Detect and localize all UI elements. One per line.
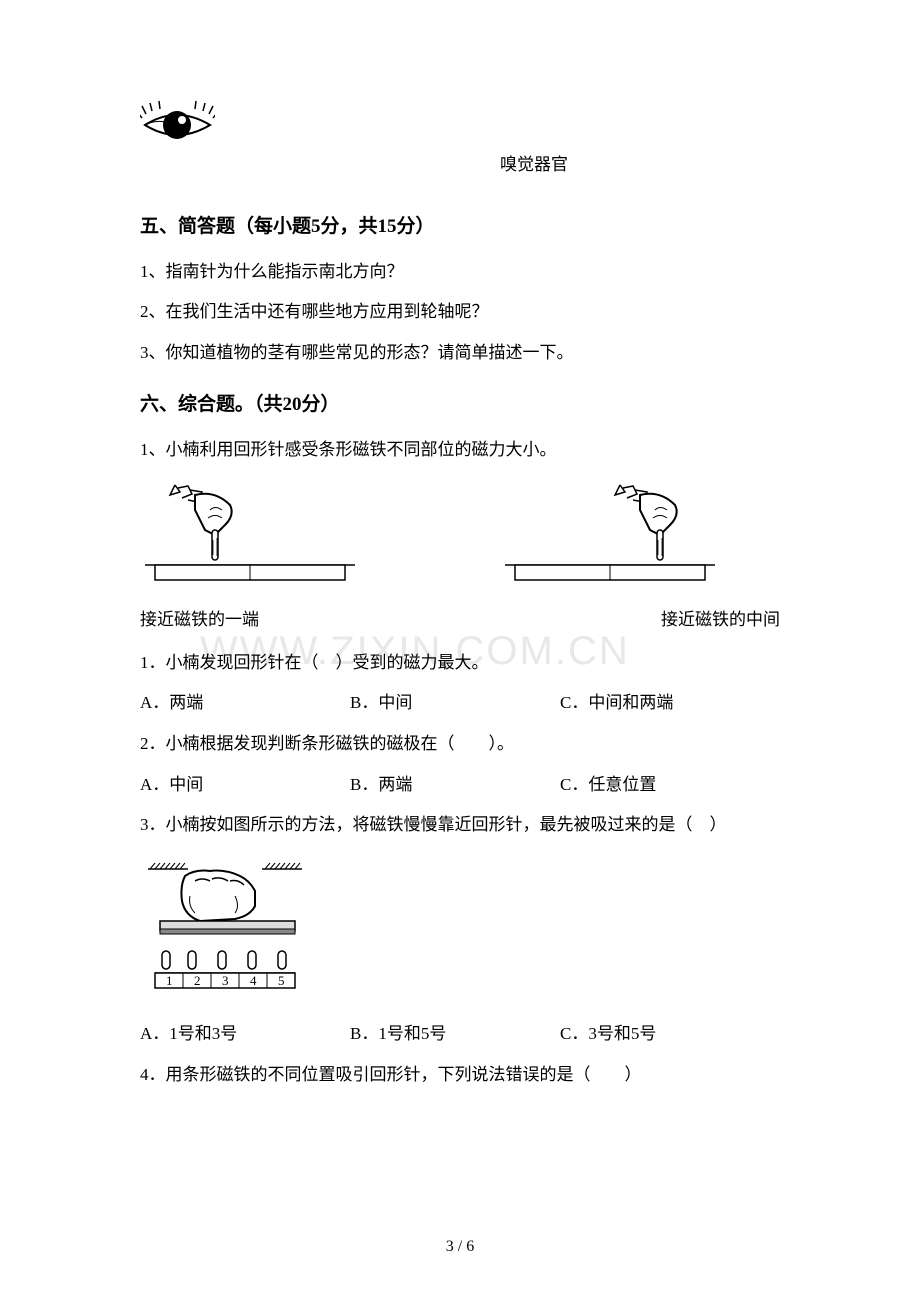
- q4-text: 4．用条形磁铁的不同位置吸引回形针，下列说法错误的是（ ）: [140, 1060, 780, 1091]
- clip-label-1: 1: [166, 973, 173, 988]
- q3-options: A．1号和3号 B．1号和5号 C．3号和5号: [140, 1019, 780, 1050]
- eye-icon: [140, 100, 215, 160]
- q1-option-c: C．中间和两端: [560, 688, 770, 719]
- section-6-title: 六、综合题。（共20分）: [140, 388, 780, 422]
- q2-options: A．中间 B．两端 C．任意位置: [140, 770, 780, 801]
- q2-option-c: C．任意位置: [560, 770, 770, 801]
- clip-label-5: 5: [278, 973, 285, 988]
- figure-magnet-middle: [500, 480, 720, 590]
- section-5-title: 五、简答题（每小题5分，共15分）: [140, 210, 780, 244]
- figure-clips: 1 2 3 4 5: [140, 851, 780, 1011]
- section-5-q1: 1、指南针为什么能指示南北方向？: [140, 257, 780, 288]
- q3-option-c: C．3号和5号: [560, 1019, 770, 1050]
- q1-option-a: A．两端: [140, 688, 350, 719]
- clip-label-3: 3: [222, 973, 229, 988]
- figure-captions: 接近磁铁的一端 接近磁铁的中间: [140, 605, 780, 636]
- q2-text: 2．小楠根据发现判断条形磁铁的磁极在（ ）。: [140, 729, 780, 760]
- clip-label-4: 4: [250, 973, 257, 988]
- caption-left: 接近磁铁的一端: [140, 605, 259, 636]
- clip-label-2: 2: [194, 973, 201, 988]
- q2-option-a: A．中间: [140, 770, 350, 801]
- q3-option-a: A．1号和3号: [140, 1019, 350, 1050]
- smell-organ-label: 嗅觉器官: [500, 150, 568, 181]
- section-5-q3: 3、你知道植物的茎有哪些常见的形态？请简单描述一下。: [140, 338, 780, 369]
- q2-option-b: B．两端: [350, 770, 560, 801]
- q3-option-b: B．1号和5号: [350, 1019, 560, 1050]
- section-6-intro: 1、小楠利用回形针感受条形磁铁不同部位的磁力大小。: [140, 435, 780, 466]
- q1-option-b: B．中间: [350, 688, 560, 719]
- section-5-q2: 2、在我们生活中还有哪些地方应用到轮轴呢？: [140, 297, 780, 328]
- caption-right: 接近磁铁的中间: [661, 605, 780, 636]
- magnet-figures-row: [140, 480, 780, 590]
- page-number: 3 / 6: [446, 1233, 474, 1262]
- figure-magnet-end: [140, 480, 360, 590]
- q1-options: A．两端 B．中间 C．中间和两端: [140, 688, 780, 719]
- q1-text: 1．小楠发现回形针在（ ）受到的磁力最大。: [140, 648, 780, 679]
- q3-text: 3．小楠按如图所示的方法，将磁铁慢慢靠近回形针，最先被吸过来的是（ ）: [140, 810, 780, 841]
